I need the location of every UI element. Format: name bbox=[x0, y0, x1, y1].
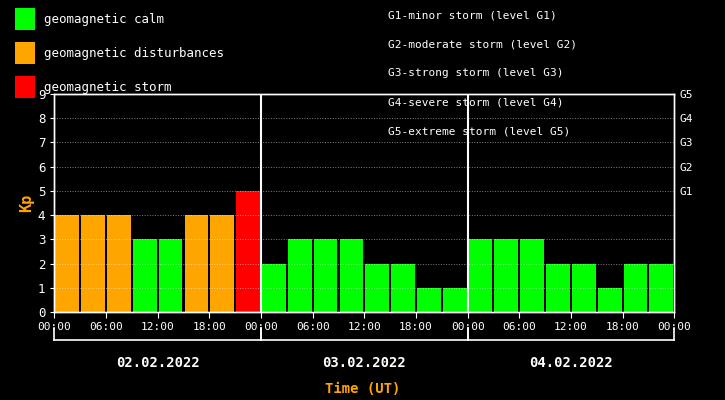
Bar bbox=[572, 264, 596, 312]
Bar bbox=[314, 239, 337, 312]
Bar bbox=[443, 288, 467, 312]
Bar bbox=[55, 215, 79, 312]
Text: G3-strong storm (level G3): G3-strong storm (level G3) bbox=[388, 68, 563, 78]
Bar bbox=[262, 264, 286, 312]
Bar bbox=[288, 239, 312, 312]
Text: 02.02.2022: 02.02.2022 bbox=[116, 356, 199, 370]
Text: 04.02.2022: 04.02.2022 bbox=[529, 356, 613, 370]
Text: G1-minor storm (level G1): G1-minor storm (level G1) bbox=[388, 10, 557, 20]
Bar bbox=[210, 215, 234, 312]
Bar bbox=[107, 215, 130, 312]
Text: G5-extreme storm (level G5): G5-extreme storm (level G5) bbox=[388, 127, 570, 137]
Bar bbox=[494, 239, 518, 312]
Bar bbox=[236, 191, 260, 312]
Bar bbox=[624, 264, 647, 312]
Y-axis label: Kp: Kp bbox=[19, 194, 33, 212]
Text: Time (UT): Time (UT) bbox=[325, 382, 400, 396]
Text: geomagnetic calm: geomagnetic calm bbox=[44, 12, 164, 26]
Bar bbox=[521, 239, 544, 312]
Bar bbox=[81, 215, 105, 312]
Bar bbox=[417, 288, 441, 312]
Bar bbox=[468, 239, 492, 312]
Bar bbox=[546, 264, 570, 312]
Bar bbox=[133, 239, 157, 312]
Bar bbox=[365, 264, 389, 312]
Text: geomagnetic storm: geomagnetic storm bbox=[44, 80, 171, 94]
Text: geomagnetic disturbances: geomagnetic disturbances bbox=[44, 46, 223, 60]
Text: G2-moderate storm (level G2): G2-moderate storm (level G2) bbox=[388, 39, 577, 49]
Bar bbox=[185, 215, 208, 312]
Bar bbox=[598, 288, 621, 312]
Bar bbox=[392, 264, 415, 312]
Bar bbox=[159, 239, 183, 312]
Text: G4-severe storm (level G4): G4-severe storm (level G4) bbox=[388, 98, 563, 108]
Text: 03.02.2022: 03.02.2022 bbox=[323, 356, 406, 370]
Bar bbox=[339, 239, 363, 312]
Bar bbox=[650, 264, 674, 312]
